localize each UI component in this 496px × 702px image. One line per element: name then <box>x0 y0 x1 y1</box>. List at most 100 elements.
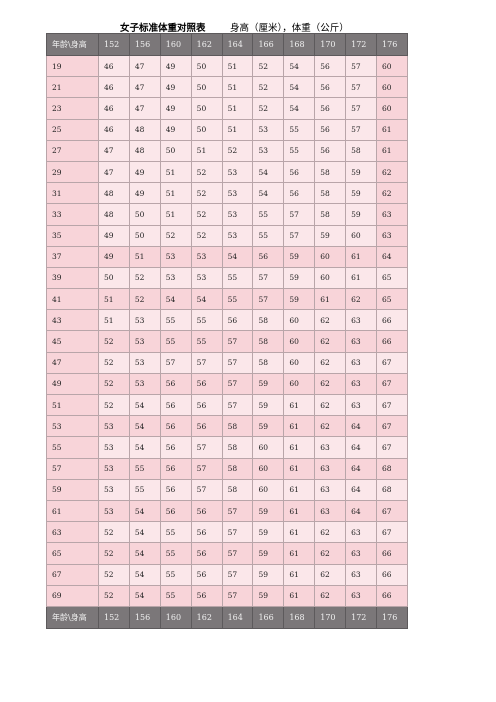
height-header: 152 <box>98 605 130 629</box>
weight-cell: 62 <box>314 521 347 544</box>
weight-cell: 62 <box>376 160 408 184</box>
weight-cell: 60 <box>252 478 285 501</box>
weight-cell: 55 <box>128 457 161 480</box>
weight-cell: 56 <box>190 415 223 438</box>
weight-cell: 46 <box>98 54 130 78</box>
weight-cell: 62 <box>314 415 347 438</box>
weight-cell: 58 <box>314 160 347 184</box>
weight-cell: 57 <box>190 436 223 459</box>
weight-cell: 61 <box>345 266 378 290</box>
weight-cell: 53 <box>221 224 254 247</box>
height-header: 170 <box>314 33 347 56</box>
units-subtitle: 身高（厘米），体重（公斤） <box>230 23 349 34</box>
weight-cell: 62 <box>314 563 347 586</box>
weight-cell: 51 <box>159 182 192 205</box>
weight-cell: 64 <box>376 245 408 268</box>
weight-cell: 57 <box>283 224 316 247</box>
weight-cell: 61 <box>283 457 316 480</box>
weight-cell: 56 <box>190 542 223 565</box>
weight-cell: 50 <box>190 76 223 99</box>
weight-cell: 61 <box>345 245 378 268</box>
weight-cell: 49 <box>159 76 192 99</box>
age-cell: 45 <box>46 330 99 353</box>
weight-cell: 62 <box>314 330 347 353</box>
weight-cell: 57 <box>159 351 192 374</box>
weight-cell: 58 <box>252 351 285 374</box>
weight-cell: 52 <box>190 182 223 205</box>
weight-cell: 56 <box>159 478 192 501</box>
weight-cell: 67 <box>376 521 408 544</box>
table-row: 39 50 52 53 53 55 57 59 60 61 65 <box>46 266 408 290</box>
height-header: 166 <box>252 605 285 629</box>
age-cell: 41 <box>46 288 99 311</box>
weight-cell: 55 <box>190 309 223 332</box>
weight-cell: 61 <box>376 139 408 162</box>
weight-cell: 63 <box>376 203 408 226</box>
weight-cell: 55 <box>159 521 192 544</box>
weight-cell: 56 <box>314 118 347 141</box>
weight-cell: 54 <box>128 393 161 417</box>
weight-cell: 46 <box>98 118 130 141</box>
weight-cell: 49 <box>159 54 192 78</box>
weight-cell: 67 <box>376 499 408 523</box>
weight-cell: 56 <box>283 182 316 205</box>
weight-cell: 59 <box>252 499 285 523</box>
weight-cell: 49 <box>98 245 130 268</box>
weight-cell: 59 <box>283 288 316 311</box>
weight-cell: 59 <box>252 584 285 607</box>
weight-cell: 56 <box>314 97 347 120</box>
weight-cell: 58 <box>221 436 254 459</box>
weight-cell: 54 <box>128 563 161 586</box>
weight-cell: 48 <box>128 139 161 162</box>
weight-cell: 52 <box>252 97 285 120</box>
weight-cell: 59 <box>252 521 285 544</box>
weight-cell: 59 <box>252 415 285 438</box>
weight-cell: 51 <box>159 203 192 226</box>
weight-cell: 52 <box>221 139 254 162</box>
weight-cell: 48 <box>98 203 130 226</box>
weight-cell: 58 <box>314 182 347 205</box>
age-cell: 51 <box>46 393 99 417</box>
weight-cell: 54 <box>283 76 316 99</box>
weight-cell: 56 <box>190 372 223 396</box>
weight-cell: 51 <box>128 245 161 268</box>
weight-cell: 53 <box>252 139 285 162</box>
table-row: 41 51 52 54 54 55 57 59 61 62 65 <box>46 288 408 311</box>
weight-cell: 51 <box>221 76 254 99</box>
weight-cell: 58 <box>345 139 378 162</box>
weight-cell: 54 <box>252 160 285 184</box>
weight-cell: 52 <box>252 54 285 78</box>
height-header: 168 <box>283 605 316 629</box>
table-row: 67 52 54 55 56 57 59 61 62 63 66 <box>46 563 408 586</box>
age-cell: 67 <box>46 563 99 586</box>
weight-cell: 66 <box>376 584 408 607</box>
weight-cell: 52 <box>98 351 130 374</box>
weight-cell: 58 <box>221 415 254 438</box>
weight-cell: 52 <box>190 224 223 247</box>
height-header: 164 <box>221 33 254 56</box>
weight-cell: 57 <box>221 330 254 353</box>
weight-cell: 58 <box>252 330 285 353</box>
weight-cell: 57 <box>345 97 378 120</box>
table-row: 29 47 49 51 52 53 54 56 58 59 62 <box>46 160 408 184</box>
weight-cell: 57 <box>221 499 254 523</box>
weight-cell: 51 <box>221 118 254 141</box>
weight-cell: 46 <box>98 97 130 120</box>
table-row: 65 52 54 55 56 57 59 61 62 63 66 <box>46 542 408 565</box>
weight-cell: 47 <box>98 160 130 184</box>
weight-cell: 52 <box>98 542 130 565</box>
age-cell: 39 <box>46 266 99 290</box>
weight-cell: 54 <box>128 584 161 607</box>
table-row: 23 46 47 49 50 51 52 54 56 57 60 <box>46 97 408 120</box>
height-header: 156 <box>128 33 161 56</box>
weight-cell: 55 <box>159 563 192 586</box>
weight-cell: 48 <box>98 182 130 205</box>
age-cell: 27 <box>46 139 99 162</box>
weight-cell: 62 <box>314 584 347 607</box>
weight-cell: 53 <box>128 330 161 353</box>
weight-cell: 60 <box>376 54 408 78</box>
weight-cell: 54 <box>128 521 161 544</box>
weight-cell: 54 <box>128 436 161 459</box>
weight-cell: 53 <box>98 499 130 523</box>
weight-cell: 58 <box>221 457 254 480</box>
